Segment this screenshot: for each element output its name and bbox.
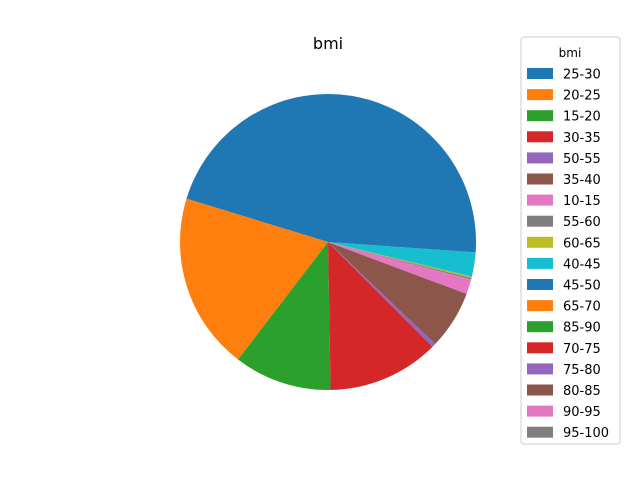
legend-swatch-40-45 — [527, 257, 553, 269]
pie-slice-30-35 — [328, 242, 433, 390]
chart-title: bmi — [313, 34, 343, 53]
legend-swatch-15-20 — [527, 110, 553, 122]
legend-swatch-80-85 — [527, 384, 553, 396]
pie-slice-35-40 — [328, 242, 467, 345]
legend-label-10-15: 10-15 — [563, 194, 601, 209]
legend-swatch-95-100 — [527, 426, 553, 438]
pie-slice-10-15 — [328, 242, 472, 294]
legend-label-80-85: 80-85 — [563, 384, 601, 399]
legend: bmi 25-30 20-25 15-20 30-35 50-55 35-40 10-15 5… — [520, 36, 621, 445]
legend-label-95-100: 95-100 — [563, 426, 609, 441]
legend-swatch-45-50 — [527, 279, 553, 290]
legend-label-70-75: 70-75 — [563, 342, 601, 357]
legend-swatch-55-60 — [527, 215, 553, 227]
legend-swatch-60-65 — [527, 236, 553, 248]
legend-label-25-30: 25-30 — [563, 68, 601, 83]
pie-slices — [180, 94, 477, 391]
pie-slice-25-30 — [186, 94, 477, 242]
legend-swatch-85-90 — [527, 321, 553, 333]
legend-swatch-25-30 — [527, 68, 553, 79]
pie-slice-45-50 — [328, 242, 476, 253]
pie-slice-20-25 — [180, 198, 328, 360]
legend-label-30-35: 30-35 — [563, 131, 601, 146]
pie-slice-60-65 — [328, 242, 472, 279]
legend-label-40-45: 40-45 — [563, 257, 601, 272]
legend-label-50-55: 50-55 — [563, 152, 601, 167]
legend-label-15-20: 15-20 — [563, 110, 601, 125]
legend-label-75-80: 75-80 — [563, 363, 601, 378]
pie-slice-40-45 — [328, 242, 476, 277]
pie-slice-15-20 — [238, 242, 331, 391]
legend-label-35-40: 35-40 — [563, 173, 601, 188]
legend-swatch-50-55 — [527, 152, 553, 164]
legend-label-60-65: 60-65 — [563, 236, 601, 251]
legend-swatch-20-25 — [527, 89, 553, 101]
legend-items: 25-30 20-25 15-20 30-35 50-55 35-40 10-15 55-60… — [527, 68, 609, 441]
legend-swatch-90-95 — [527, 405, 553, 417]
legend-swatch-70-75 — [527, 342, 553, 354]
legend-label-55-60: 55-60 — [563, 215, 601, 230]
legend-label-20-25: 20-25 — [563, 89, 601, 104]
legend-label-45-50: 45-50 — [563, 279, 601, 294]
legend-swatch-35-40 — [527, 173, 553, 185]
legend-label-65-70: 65-70 — [563, 300, 601, 315]
pie-slice-50-55 — [328, 242, 436, 347]
legend-title: bmi — [559, 46, 582, 60]
legend-swatch-65-70 — [527, 300, 553, 312]
pie-slice-55-60 — [328, 242, 472, 280]
legend-swatch-30-35 — [527, 131, 553, 143]
legend-label-85-90: 85-90 — [563, 321, 601, 336]
legend-swatch-75-80 — [527, 363, 553, 375]
legend-label-90-95: 90-95 — [563, 405, 601, 420]
legend-swatch-10-15 — [527, 194, 553, 206]
